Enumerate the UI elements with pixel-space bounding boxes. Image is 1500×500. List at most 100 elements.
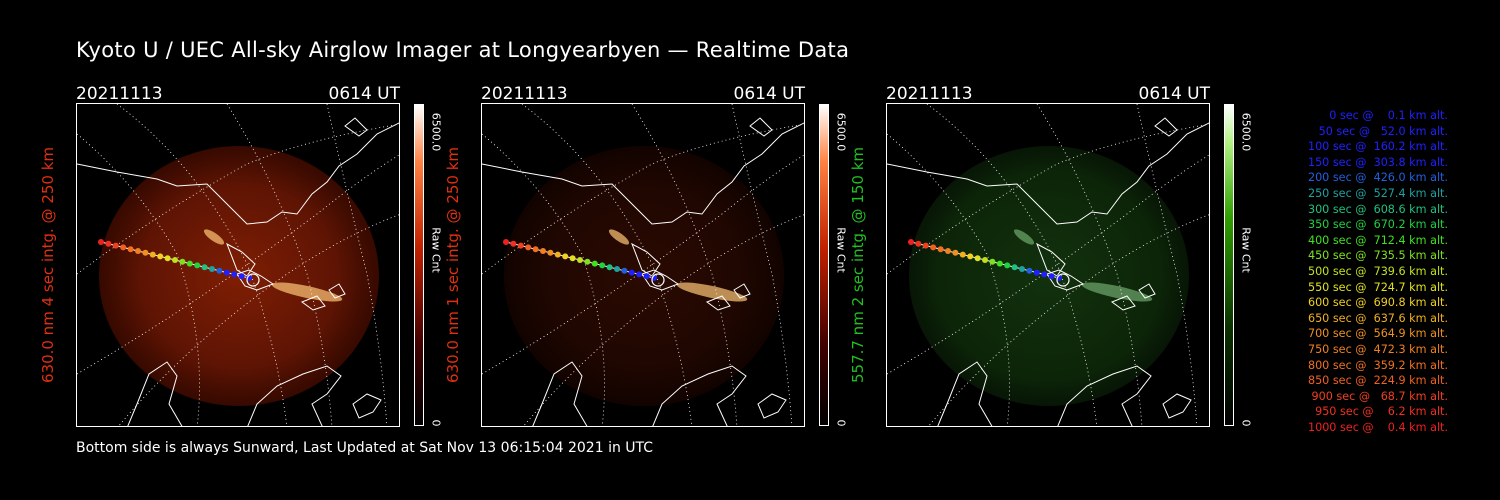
coastline-scandinavia xyxy=(937,361,993,426)
trajectory-point xyxy=(982,257,988,263)
coastline-svalbard xyxy=(1046,269,1085,291)
map-gridline xyxy=(226,104,333,426)
coastline-russia xyxy=(652,365,747,426)
trajectory-point xyxy=(105,240,112,247)
coastline-island xyxy=(749,117,773,137)
airglow-panel-630nm-4sec: 20211113 0614 UT 630.0 nm 4 sec intg. @ … xyxy=(39,80,476,430)
legend-row: 200 sec @ 426.0 km alt. xyxy=(1304,171,1448,185)
trajectory-point xyxy=(517,242,524,249)
panel-wavelength-label: 630.0 nm 4 sec intg. @ 250 km xyxy=(39,146,57,384)
map-gridline xyxy=(521,104,693,426)
airglow-panel-557nm-2sec: 20211113 0614 UT 557.7 nm 2 sec intg. @ … xyxy=(849,80,1286,430)
allsky-image-map xyxy=(481,103,805,427)
trajectory-point xyxy=(532,246,539,253)
trajectory-point xyxy=(209,266,215,272)
legend-row: 150 sec @ 303.8 km alt. xyxy=(1304,155,1448,169)
legend-row: 550 sec @ 724.7 km alt. xyxy=(1304,280,1448,294)
allsky-map-graphic xyxy=(482,104,804,426)
legend-row: 500 sec @ 739.6 km alt. xyxy=(1304,264,1448,278)
trajectory-point xyxy=(959,251,966,258)
trajectory-point xyxy=(1041,271,1048,278)
colorbar-unit-label: Raw Cnt xyxy=(1239,227,1253,273)
coastline-scandinavia xyxy=(127,361,183,426)
map-gridline xyxy=(116,104,288,426)
allsky-image-map xyxy=(886,103,1210,427)
trajectory-point xyxy=(540,248,546,254)
colorbar-max-label: 6500.0 xyxy=(429,112,443,152)
colorbar-max-label: 6500.0 xyxy=(1239,112,1253,152)
trajectory-point xyxy=(179,258,186,265)
colorbar-unit-label: Raw Cnt xyxy=(834,227,848,273)
station-marker xyxy=(651,273,665,287)
coastline-scandinavia xyxy=(532,361,588,426)
trajectory-point xyxy=(967,253,974,260)
trajectory-point xyxy=(606,264,613,271)
aurora-patch xyxy=(1013,229,1035,245)
coastline-island xyxy=(1154,117,1178,137)
station-marker xyxy=(246,273,260,287)
map-gridline xyxy=(482,154,804,375)
colorbar-unit-label: Raw Cnt xyxy=(429,227,443,273)
trajectory-point xyxy=(945,248,951,254)
trajectory-point xyxy=(186,260,193,267)
trajectory-point xyxy=(231,271,238,278)
map-gridline xyxy=(631,104,738,426)
coastline-island xyxy=(344,117,368,137)
trajectory-point xyxy=(937,246,944,253)
airglow-panel-630nm-1sec: 20211113 0614 UT 630.0 nm 1 sec intg. @ … xyxy=(444,80,881,430)
coastline-feature xyxy=(1036,242,1066,277)
aurora-patch xyxy=(203,229,225,245)
panel-time: 0614 UT xyxy=(328,84,401,104)
trajectory-point xyxy=(599,262,606,269)
legend-row: 400 sec @ 712.4 km alt. xyxy=(1304,233,1448,247)
trajectory-point xyxy=(922,242,929,249)
trajectory-point xyxy=(1026,267,1033,274)
coastline-greenland xyxy=(482,122,804,225)
trajectory-point xyxy=(915,240,922,247)
panel-wavelength-label: 557.7 nm 2 sec intg. @ 150 km xyxy=(849,146,867,384)
trajectory-point xyxy=(120,244,127,251)
trajectory-point xyxy=(223,269,230,276)
coastline-greenland xyxy=(887,122,1209,225)
trajectory-point xyxy=(643,273,650,280)
panel-date: 20211113 xyxy=(481,84,568,104)
legend-row: 650 sec @ 637.6 km alt. xyxy=(1304,311,1448,325)
trajectory-point xyxy=(554,251,561,258)
trajectory-point xyxy=(1004,262,1011,269)
panel-date: 20211113 xyxy=(76,84,163,104)
trajectory-point xyxy=(562,253,569,260)
legend-row: 850 sec @ 224.9 km alt. xyxy=(1304,374,1448,388)
legend-row: 700 sec @ 564.9 km alt. xyxy=(1304,327,1448,341)
coastline-svalbard xyxy=(236,269,275,291)
legend-row: 250 sec @ 527.4 km alt. xyxy=(1304,186,1448,200)
legend-row: 300 sec @ 608.6 km alt. xyxy=(1304,202,1448,216)
trajectory-point xyxy=(164,255,171,262)
allsky-map-graphic xyxy=(77,104,399,426)
coastline-islands xyxy=(300,283,346,311)
trajectory-point xyxy=(952,249,959,256)
trajectory-point xyxy=(238,273,245,280)
legend-row: 100 sec @ 160.2 km alt. xyxy=(1304,140,1448,154)
coastline-svalbard xyxy=(641,269,680,291)
aurora-patch xyxy=(608,229,630,245)
legend-row: 350 sec @ 670.2 km alt. xyxy=(1304,218,1448,232)
coastline-island xyxy=(757,393,787,419)
coastline-greenland xyxy=(77,122,399,225)
panel-wavelength-label: 630.0 nm 1 sec intg. @ 250 km xyxy=(444,146,462,384)
trajectory-point xyxy=(584,258,591,265)
trajectory-point xyxy=(636,271,643,278)
trajectory-point xyxy=(216,267,223,274)
trajectory-point xyxy=(996,260,1003,267)
trajectory-point xyxy=(614,266,620,272)
coastline-island xyxy=(1162,393,1192,419)
map-gridline xyxy=(926,104,1098,426)
trajectory-point xyxy=(989,258,996,265)
station-marker xyxy=(1056,273,1070,287)
coastline-island xyxy=(352,393,382,419)
legend-row: 50 sec @ 52.0 km alt. xyxy=(1311,124,1448,138)
trajectory-point xyxy=(621,267,628,274)
legend-row: 0 sec @ 0.1 km alt. xyxy=(1318,109,1448,122)
panel-time: 0614 UT xyxy=(1138,84,1211,104)
trajectory-point xyxy=(157,253,164,260)
legend-row: 800 sec @ 359.2 km alt. xyxy=(1304,358,1448,372)
